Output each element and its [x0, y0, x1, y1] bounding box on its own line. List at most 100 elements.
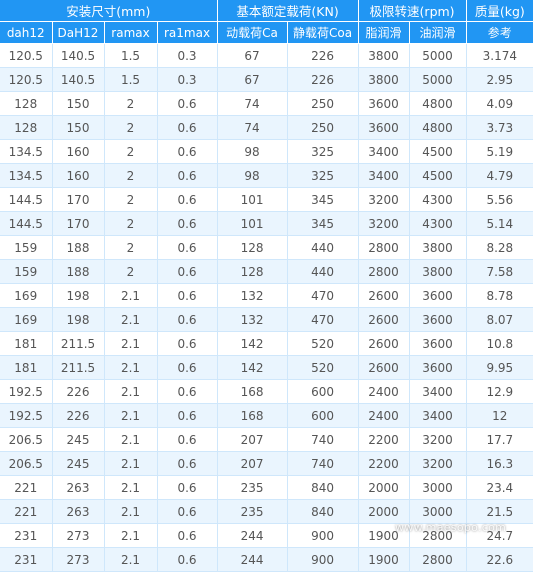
table-row: 192.5 226 2.1 0.6 168 600 2400 3400 12.9 [0, 379, 533, 404]
table-cell: 263 [52, 499, 105, 524]
table-body: 120.5 140.5 1.5 0.3 67 226 3800 5000 3.174 120.5 1… [0, 43, 533, 572]
table-cell: 3800 [409, 235, 467, 260]
table-row: 144.5 170 2 0.6 101 345 3200 4300 5.56 [0, 187, 533, 212]
table-cell: 128 [0, 115, 53, 140]
table-cell: 17.7 [466, 427, 533, 452]
table-cell: 74 [217, 115, 288, 140]
table-cell: 74 [217, 91, 288, 116]
table-cell: 245 [52, 451, 105, 476]
table-cell: 132 [217, 307, 288, 332]
table-cell: 198 [52, 307, 105, 332]
table-cell: 273 [52, 547, 105, 572]
table-cell: 0.6 [157, 499, 218, 524]
column-header-grease-lubrication: 脂润滑 [358, 21, 410, 44]
table-cell: 5.56 [466, 187, 533, 212]
table-cell: 4.79 [466, 163, 533, 188]
table-cell: 3.174 [466, 43, 533, 68]
table-cell: 0.6 [157, 259, 218, 284]
table-cell: 0.6 [157, 211, 218, 236]
table-cell: 101 [217, 211, 288, 236]
table-cell: 150 [52, 91, 105, 116]
table-cell: 0.3 [157, 67, 218, 92]
table-cell: 273 [52, 523, 105, 548]
table-cell: 250 [287, 115, 359, 140]
table-cell: 2.1 [104, 475, 158, 500]
table-cell: 244 [217, 523, 288, 548]
table-cell: 250 [287, 91, 359, 116]
table-cell: 600 [287, 379, 359, 404]
table-cell: 226 [52, 403, 105, 428]
table-cell: 470 [287, 283, 359, 308]
table-row: 128 150 2 0.6 74 250 3600 4800 4.09 [0, 91, 533, 116]
table-cell: 67 [217, 43, 288, 68]
table-cell: 159 [0, 235, 53, 260]
table-cell: 198 [52, 283, 105, 308]
table-row: 159 188 2 0.6 128 440 2800 3800 7.58 [0, 259, 533, 284]
table-cell: 440 [287, 259, 359, 284]
table-cell: 140.5 [52, 43, 105, 68]
table-cell: 2.1 [104, 499, 158, 524]
table-cell: 0.6 [157, 331, 218, 356]
table-cell: 2600 [358, 283, 410, 308]
table-cell: 0.6 [157, 475, 218, 500]
table-row: 128 150 2 0.6 74 250 3600 4800 3.73 [0, 115, 533, 140]
table-cell: 325 [287, 139, 359, 164]
table-cell: 3400 [358, 163, 410, 188]
table-cell: 0.6 [157, 307, 218, 332]
table-cell: 128 [0, 91, 53, 116]
table-cell: 169 [0, 307, 53, 332]
table-cell: 2.1 [104, 307, 158, 332]
table-cell: 3600 [409, 355, 467, 380]
table-cell: 5.19 [466, 139, 533, 164]
column-header-DaH12: DaH12 [52, 21, 105, 44]
table-row: 169 198 2.1 0.6 132 470 2600 3600 8.07 [0, 307, 533, 332]
table-cell: 2 [104, 211, 158, 236]
table-cell: 2 [104, 139, 158, 164]
table-cell: 4.09 [466, 91, 533, 116]
table-cell: 128 [217, 259, 288, 284]
table-cell: 1.5 [104, 43, 158, 68]
table-cell: 8.07 [466, 307, 533, 332]
table-row: 134.5 160 2 0.6 98 325 3400 4500 5.19 [0, 139, 533, 164]
table-cell: 2 [104, 187, 158, 212]
table-cell: 3800 [358, 67, 410, 92]
table-cell: 520 [287, 331, 359, 356]
table-cell: 221 [0, 499, 53, 524]
table-cell: 231 [0, 523, 53, 548]
table-cell: 0.6 [157, 547, 218, 572]
table-cell: 134.5 [0, 163, 53, 188]
table-cell: 3400 [409, 379, 467, 404]
table-cell: 3800 [409, 259, 467, 284]
table-cell: 142 [217, 331, 288, 356]
table-cell: 2000 [358, 475, 410, 500]
table-cell: 181 [0, 331, 53, 356]
table-row: 181 211.5 2.1 0.6 142 520 2600 3600 10.8 [0, 331, 533, 356]
table-cell: 168 [217, 379, 288, 404]
table-cell: 2.1 [104, 451, 158, 476]
table-cell: 206.5 [0, 427, 53, 452]
table-cell: 170 [52, 187, 105, 212]
table-cell: 3400 [409, 403, 467, 428]
table-cell: 98 [217, 139, 288, 164]
table-cell: 0.6 [157, 187, 218, 212]
header-column-row: dah12 DaH12 ramax ra1max 动载荷Ca 静载荷Coa 脂润… [0, 21, 533, 44]
column-header-static-load: 静载荷Coa [287, 21, 359, 44]
table-cell: 16.3 [466, 451, 533, 476]
table-cell: 144.5 [0, 211, 53, 236]
table-cell: 600 [287, 403, 359, 428]
table-cell: 2.1 [104, 403, 158, 428]
table-cell: 0.6 [157, 163, 218, 188]
table-cell: 226 [287, 43, 359, 68]
table-row: 181 211.5 2.1 0.6 142 520 2600 3600 9.95 [0, 355, 533, 380]
table-cell: 2 [104, 163, 158, 188]
table-cell: 2 [104, 115, 158, 140]
table-row: 144.5 170 2 0.6 101 345 3200 4300 5.14 [0, 211, 533, 236]
table-cell: 2.1 [104, 379, 158, 404]
table-cell: 0.6 [157, 283, 218, 308]
table-cell: 7.58 [466, 259, 533, 284]
table-cell: 192.5 [0, 403, 53, 428]
watermark-text: www.maesopo.com [395, 521, 507, 534]
table-cell: 226 [52, 379, 105, 404]
table-cell: 8.78 [466, 283, 533, 308]
table-cell: 2000 [358, 499, 410, 524]
